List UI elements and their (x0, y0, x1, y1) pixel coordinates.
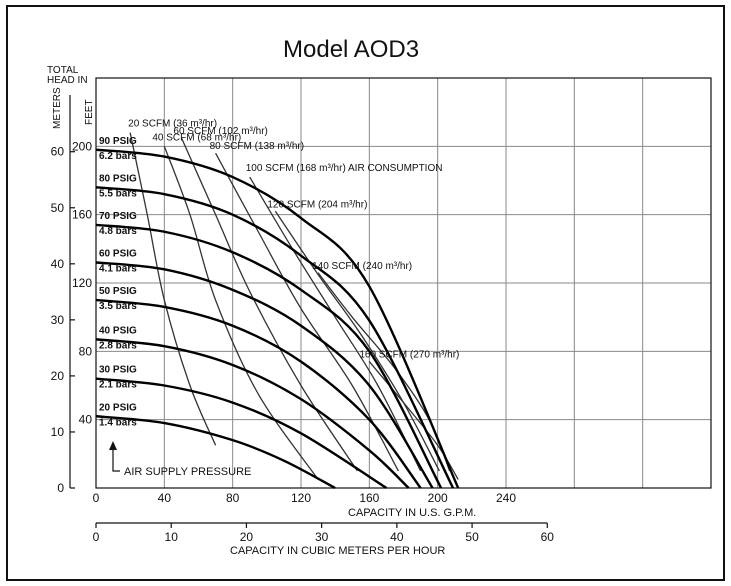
pressure-sub-label: 1.4 bars (99, 417, 137, 428)
pressure-label: 50 PSIG (99, 286, 137, 297)
x-tick-label: 200 (428, 491, 448, 505)
pressure-sub-label: 2.8 bars (99, 340, 137, 351)
air-consumption-label: 160 SCFM (270 m³/hr) (359, 350, 459, 361)
air-consumption-label: 80 SCFM (138 m³/hr) (210, 141, 304, 152)
pressure-label: 80 PSIG (99, 173, 137, 184)
pressure-curve (95, 148, 460, 489)
meters-tick-label: 50 (51, 201, 65, 215)
x-tick-label: 0 (93, 491, 100, 505)
pressure-sub-label: 2.1 bars (99, 380, 137, 391)
head-axis-label-1: TOTAL (47, 65, 79, 76)
annotation-arrow (112, 447, 120, 472)
x2-tick-label: 0 (93, 530, 100, 544)
air-consumption-curves (129, 132, 459, 480)
feet-axis-label: FEET (84, 99, 95, 125)
pressure-sub-label: 4.1 bars (99, 264, 137, 275)
feet-tick-label: 80 (79, 344, 93, 358)
x2-tick-label: 50 (465, 530, 479, 544)
pressure-label: 40 PSIG (99, 325, 137, 336)
air-consumption-label: 40 SCFM (68 m³/hr) (152, 132, 241, 143)
pressure-label: 70 PSIG (99, 211, 137, 222)
x-tick-label: 80 (226, 491, 240, 505)
meters-tick-label: 60 (51, 145, 65, 159)
head-axis-label-2: HEAD IN (47, 75, 88, 86)
air-consumption-label: 20 SCFM (36 m³/hr) (128, 119, 217, 130)
feet-tick-label: 40 (79, 413, 93, 427)
annotation-arrowhead (109, 441, 117, 450)
air-consumption-curve (249, 176, 422, 472)
air-consumption-label: 120 SCFM (204 m³/hr) (267, 199, 367, 210)
meters-tick-label: 20 (51, 369, 65, 383)
air-consumption-label: 60 SCFM (102 m³/hr) (173, 126, 267, 137)
x-tick-label: 240 (496, 491, 516, 505)
x2-tick-label: 10 (165, 530, 179, 544)
pressure-sub-label: 5.5 bars (99, 188, 137, 199)
pressure-label: 90 PSIG (99, 136, 137, 147)
pressure-sub-label: 6.2 bars (99, 151, 137, 162)
air-consumption-curve (129, 132, 217, 446)
pressure-curve (95, 186, 455, 489)
x2-tick-label: 60 (541, 530, 555, 544)
annotation-text: AIR SUPPLY PRESSURE (124, 466, 251, 478)
chart-title: Model AOD3 (283, 36, 419, 63)
air-consumption-curve (274, 210, 440, 472)
meters-tick-label: 30 (51, 313, 65, 327)
x2-tick-label: 20 (240, 530, 254, 544)
meters-tick-label: 40 (51, 257, 65, 271)
feet-tick-label: 200 (72, 139, 92, 153)
x-tick-label: 120 (291, 491, 311, 505)
x-tick-label: 40 (158, 491, 172, 505)
x-axis-title: CAPACITY IN U.S. G.P.M. (348, 507, 476, 519)
x-tick-label: 160 (359, 491, 379, 505)
plot-border (95, 77, 712, 489)
meters-tick-label: 0 (57, 481, 64, 495)
air-supply-annotation: AIR SUPPLY PRESSURE (109, 441, 251, 478)
feet-tick-label: 160 (72, 208, 92, 222)
air-consumption-label: 100 SCFM (168 m³/hr) AIR CONSUMPTION (246, 163, 443, 174)
meters-axis-label: METERS (52, 87, 63, 129)
x2-axis-title: CAPACITY IN CUBIC METERS PER HOUR (230, 545, 445, 557)
pressure-curve (95, 415, 336, 490)
air-consumption-curve (368, 361, 459, 480)
pressure-sub-label: 4.8 bars (99, 226, 137, 237)
x2-tick-label: 30 (315, 530, 329, 544)
air-consumption-curve (180, 137, 358, 472)
pressure-curves (95, 148, 460, 490)
pressure-curve (95, 223, 443, 489)
x2-tick-label: 40 (390, 530, 404, 544)
air-consumption-curve (215, 152, 399, 472)
pressure-label: 30 PSIG (99, 365, 137, 376)
pressure-label: 20 PSIG (99, 402, 137, 413)
pressure-label: 60 PSIG (99, 249, 137, 260)
feet-tick-label: 120 (72, 276, 92, 290)
meters-tick-label: 10 (51, 425, 65, 439)
curve-labels: 20 PSIG 1.4 bars 30 PSIG 2.1 bars 40 PSIG 2.8… (99, 119, 459, 429)
chart-frame: Model AOD3 TOTAL HEAD IN METERS FEET 0 10… (6, 5, 725, 581)
pressure-curve (95, 298, 422, 489)
pressure-curve (95, 261, 434, 489)
pressure-curve (95, 377, 388, 490)
chart-svg: Model AOD3 TOTAL HEAD IN METERS FEET 0 10… (47, 36, 712, 557)
air-consumption-label: 140 SCFM (240 m³/hr) (312, 261, 412, 272)
pressure-sub-label: 3.5 bars (99, 301, 137, 312)
pressure-curve (95, 338, 410, 489)
